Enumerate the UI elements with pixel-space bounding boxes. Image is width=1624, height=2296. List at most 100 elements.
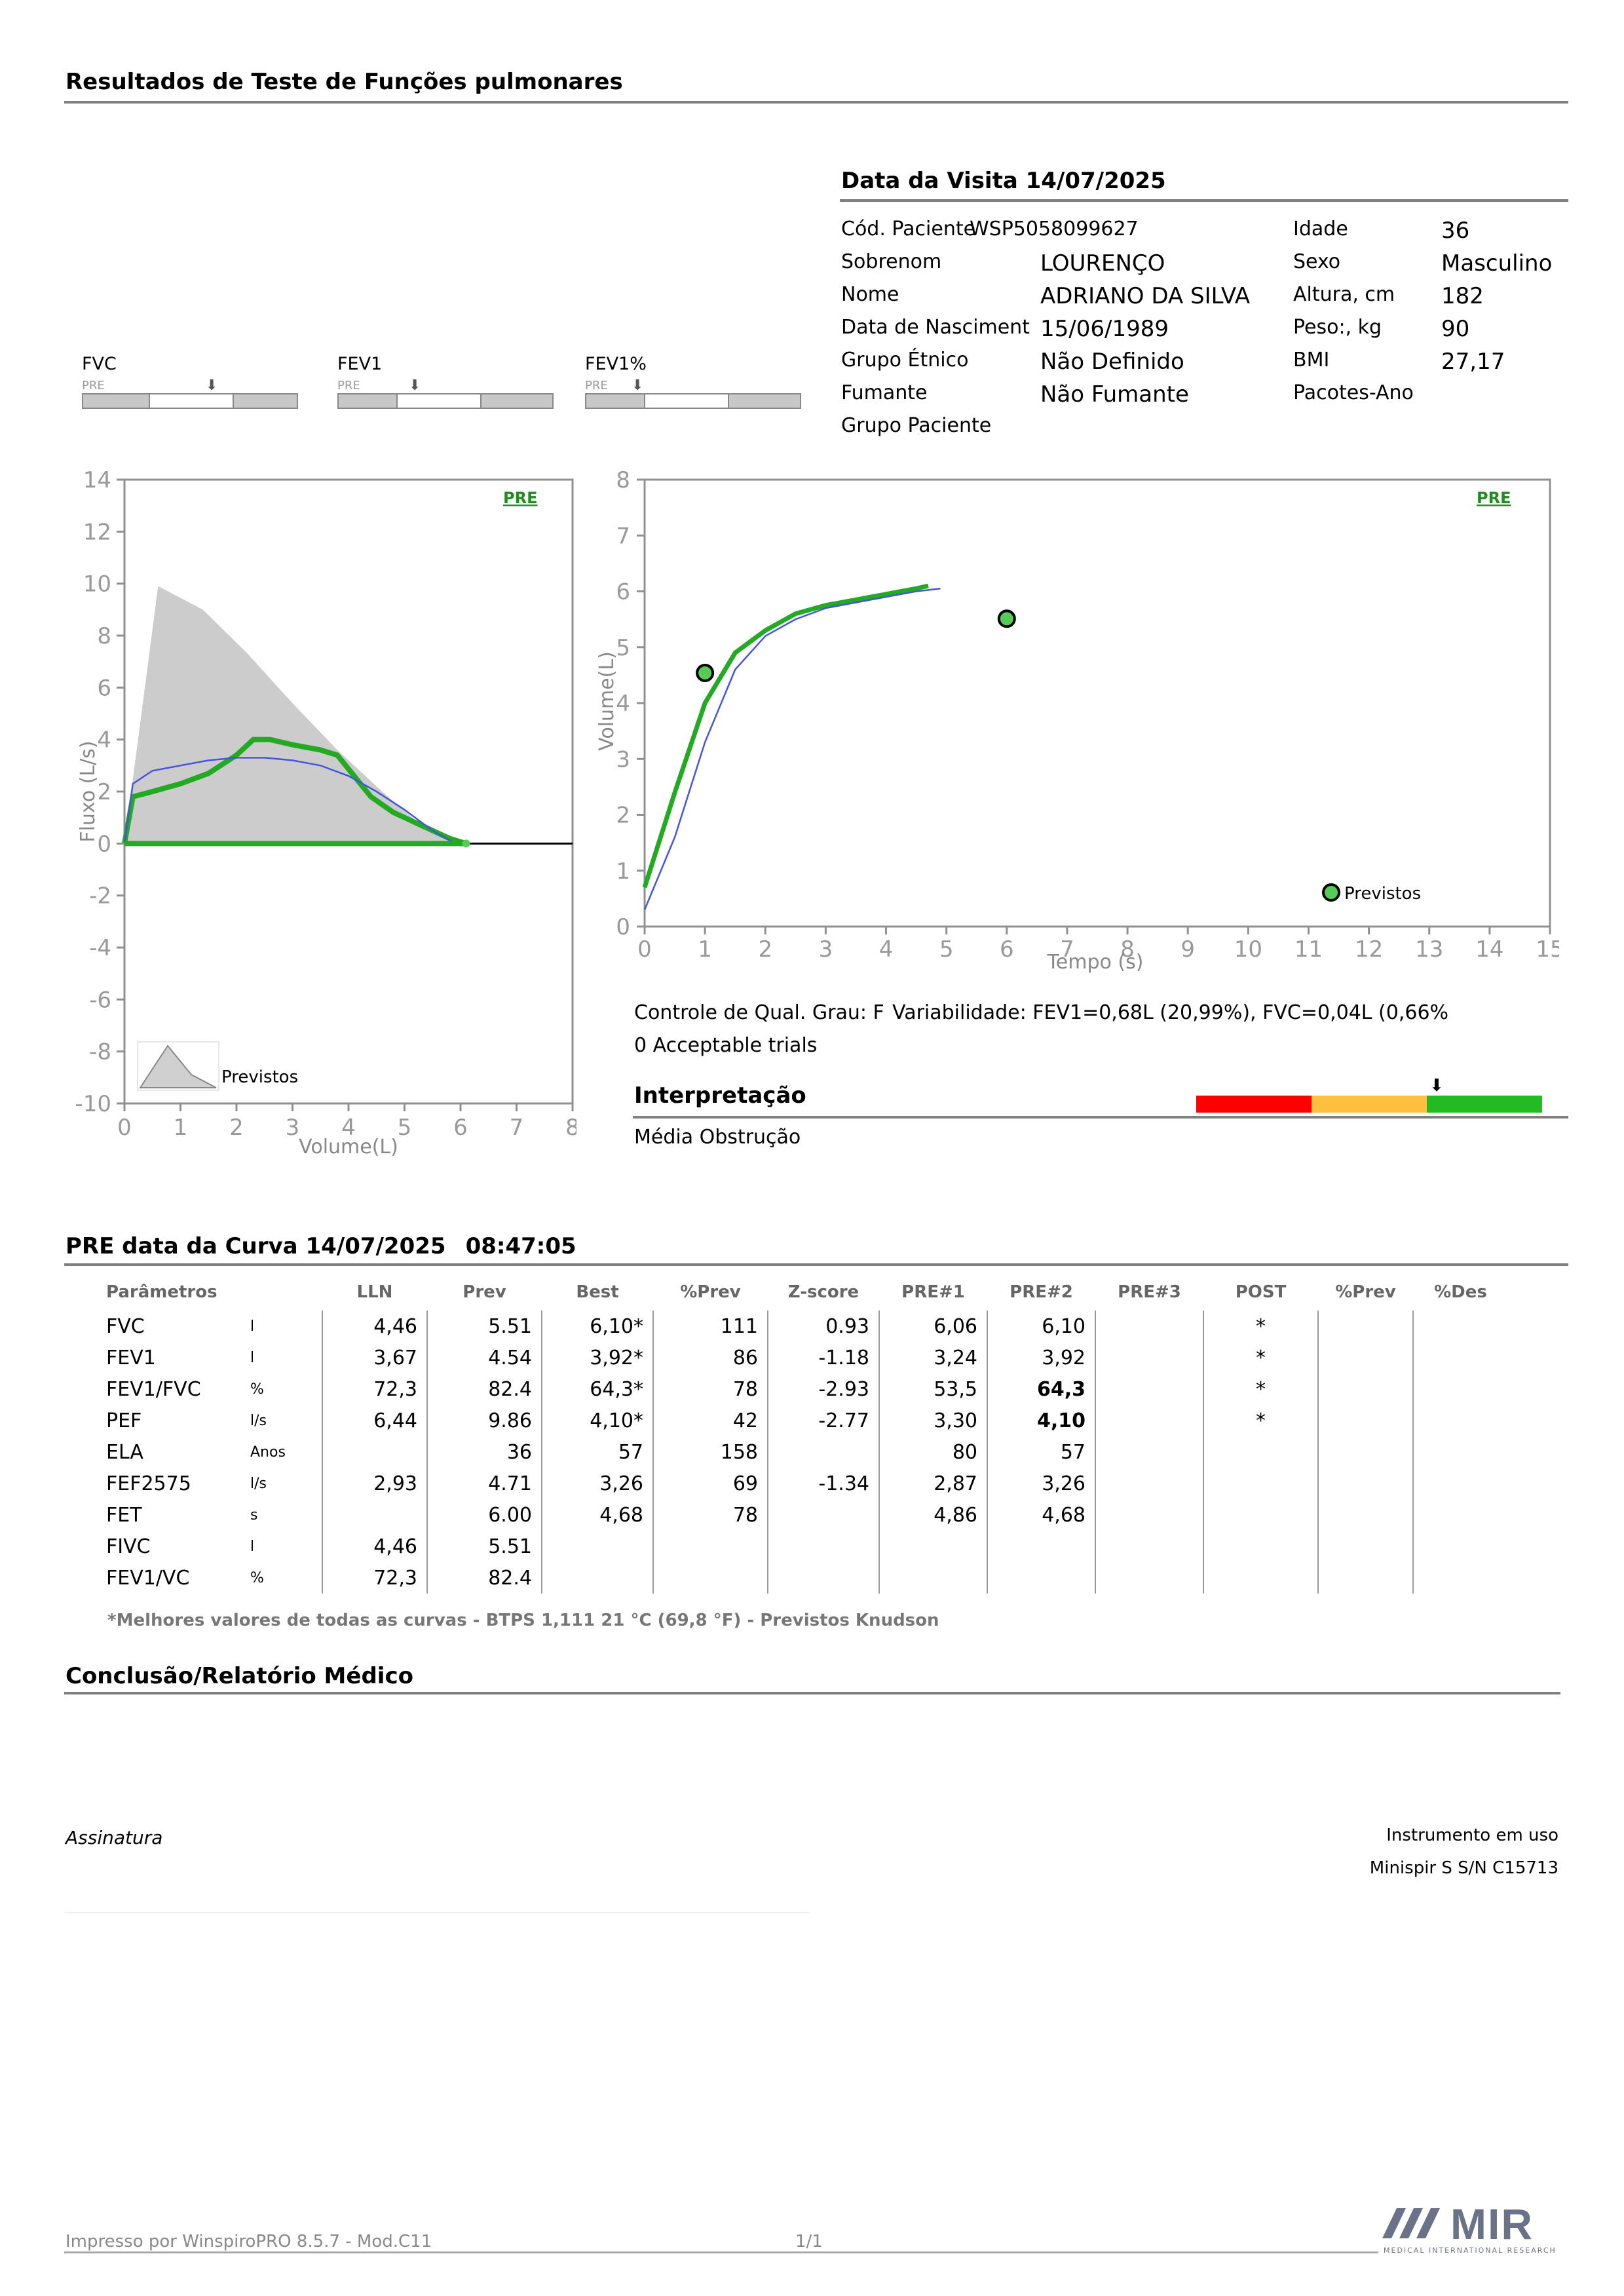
table-row: FET s 6.00 4,68 78 4,86 4,68 — [106, 1499, 1508, 1531]
legend-predicted-icon — [137, 1041, 219, 1091]
y-tick-label: -4 — [89, 935, 111, 961]
y-tick-label: -6 — [89, 987, 111, 1013]
table-cell: -1.18 — [767, 1342, 879, 1373]
table-cell — [1095, 1405, 1203, 1436]
param-unit: l — [250, 1318, 255, 1335]
field-value-sex: Masculino — [1441, 250, 1553, 277]
table-cell — [1203, 1531, 1318, 1562]
field-label-birthdate: Data de Nasciment — [841, 316, 1030, 339]
x-tick-label: 9 — [1180, 936, 1195, 963]
instrument-value: Minispir S S/N C15713 — [1369, 1858, 1558, 1878]
table-cell: 6,10 — [987, 1311, 1095, 1342]
field-label-height: Altura, cm — [1293, 283, 1395, 306]
legend-predicted: Previstos — [221, 1067, 298, 1087]
param-unit: Anos — [250, 1444, 286, 1461]
table-cell: 6.00 — [426, 1499, 542, 1531]
predicted-point — [997, 609, 1016, 628]
page-title: Resultados de Teste de Funções pulmonare… — [66, 69, 623, 95]
legend-predicted-icon — [1322, 883, 1340, 902]
param-name: FEV1/FVC — [106, 1377, 201, 1401]
field-label-name: Nome — [841, 283, 899, 306]
y-tick-label: 7 — [616, 523, 630, 549]
table-cell — [1412, 1531, 1508, 1562]
table-cell — [767, 1499, 879, 1531]
table-cell — [767, 1531, 879, 1562]
param-name: FEF2575 — [106, 1472, 191, 1495]
table-cell — [1095, 1468, 1203, 1499]
table-cell — [1317, 1342, 1413, 1373]
field-value-height: 182 — [1441, 283, 1484, 309]
table-cell — [987, 1531, 1095, 1562]
x-tick-label: 4 — [879, 936, 894, 963]
x-tick-label: 8 — [565, 1115, 576, 1141]
y-tick-label: 12 — [83, 519, 111, 545]
field-value-ethnic-group: Não Definido — [1040, 349, 1184, 375]
indicator-bar — [82, 393, 298, 409]
table-cell — [1095, 1562, 1203, 1594]
table-cell: * — [1203, 1405, 1318, 1436]
interpretation-text: Média Obstrução — [634, 1126, 801, 1149]
table-cell: 6,10* — [541, 1311, 653, 1342]
field-label-pack-years: Pacotes-Ano — [1293, 381, 1414, 404]
table-cell — [1095, 1342, 1203, 1373]
y-tick-label: 1 — [616, 858, 630, 885]
x-tick-label: 6 — [1000, 936, 1014, 963]
table-cell: 3,92 — [987, 1342, 1095, 1373]
curve-title: PRE data da Curva 14/07/2025 08:47:05 — [66, 1233, 576, 1259]
conclusion-title: Conclusão/Relatório Médico — [66, 1663, 413, 1689]
field-label-weight: Peso:, kg — [1293, 316, 1382, 339]
table-cell: 3,30 — [878, 1405, 987, 1436]
table-cell — [767, 1562, 879, 1594]
table-cell: * — [1203, 1373, 1318, 1405]
table-cell: 82.4 — [426, 1562, 542, 1594]
y-tick-label: 2 — [97, 779, 111, 805]
field-value-weight: 90 — [1441, 316, 1470, 342]
y-axis-label: Fluxo (L/s) — [77, 740, 100, 842]
x-tick-label: 7 — [510, 1115, 524, 1141]
table-cell: 3,26 — [987, 1468, 1095, 1499]
table-cell — [1095, 1499, 1203, 1531]
col-header: POST — [1235, 1282, 1287, 1302]
mir-logo-text: MIR — [1450, 2200, 1534, 2248]
col-header: Parâmetros — [106, 1282, 217, 1302]
table-cell: 72,3 — [322, 1373, 427, 1405]
y-tick-label: -8 — [89, 1039, 111, 1065]
visit-title: Data da Visita 14/07/2025 — [841, 168, 1166, 194]
col-header: %Prev — [680, 1282, 741, 1302]
table-cell — [1317, 1436, 1413, 1468]
field-value-patient-code: WSP5058099627 — [970, 218, 1139, 240]
y-tick-label: 0 — [97, 831, 111, 857]
table-cell: 3,26 — [541, 1468, 653, 1499]
field-label-patient-code: Cód. Paciente — [841, 218, 976, 240]
x-tick-label: 0 — [117, 1115, 132, 1141]
table-cell: 2,93 — [322, 1468, 427, 1499]
table-cell: 5.51 — [426, 1311, 542, 1342]
y-tick-label: -2 — [89, 883, 111, 909]
table-cell — [1317, 1468, 1413, 1499]
y-tick-label: 4 — [97, 727, 111, 754]
quality-variability: Variabilidade: FEV1=0,68L (20,99%), FVC=… — [892, 1001, 1449, 1024]
table-cell — [1412, 1405, 1508, 1436]
chart-tag-pre: PRE — [1477, 489, 1511, 507]
arrow-down-icon: ⬇ — [632, 377, 644, 394]
table-cell: 158 — [652, 1436, 768, 1468]
y-tick-label: -10 — [75, 1091, 111, 1117]
x-tick-label: 14 — [1475, 936, 1503, 963]
indicator-bar — [337, 393, 554, 409]
table-row: FVC l 4,46 5.51 6,10* 111 0.93 6,06 6,10 * — [106, 1311, 1508, 1342]
x-tick-label: 7 — [1060, 936, 1074, 963]
y-tick-label: 4 — [616, 691, 630, 717]
table-cell — [1095, 1373, 1203, 1405]
param-name: FIVC — [106, 1535, 151, 1558]
col-header: %Prev — [1335, 1282, 1396, 1302]
table-cell: 82.4 — [426, 1373, 542, 1405]
arrow-down-icon: ⬇ — [409, 377, 421, 394]
table-cell: 4.71 — [426, 1468, 542, 1499]
col-header: %Des — [1434, 1282, 1487, 1302]
field-label-bmi: BMI — [1293, 349, 1330, 372]
table-cell — [1412, 1562, 1508, 1594]
table-cell: 64,3* — [541, 1373, 653, 1405]
table-cell — [1317, 1311, 1413, 1342]
table-cell — [1203, 1436, 1318, 1468]
